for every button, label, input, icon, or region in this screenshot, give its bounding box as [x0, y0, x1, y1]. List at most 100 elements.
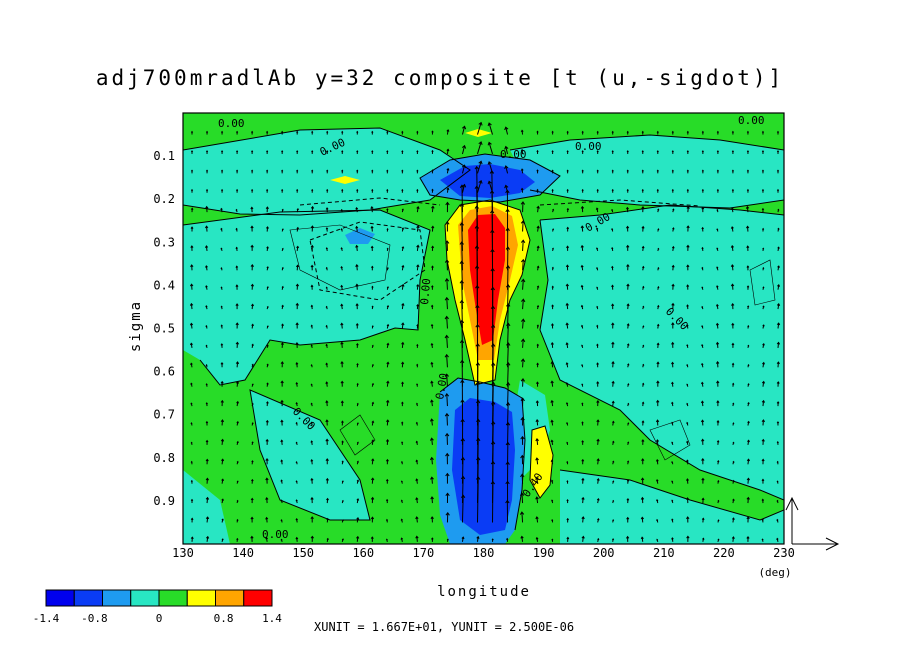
vector-head [612, 519, 615, 522]
vector-head [205, 420, 209, 424]
vector-head [641, 188, 644, 191]
vector-head [251, 323, 254, 327]
vector-head [566, 460, 569, 463]
vector-head [656, 342, 660, 346]
vector-head [341, 538, 344, 541]
vector-head [310, 516, 314, 520]
vector-head [220, 324, 223, 327]
vector-head [520, 454, 525, 459]
vector-head [626, 225, 630, 229]
vector-head [386, 286, 389, 289]
vector-head [551, 247, 554, 250]
vector-shaft [446, 374, 448, 387]
vector-shaft [522, 220, 524, 232]
vector-head [205, 205, 209, 209]
vector-head [535, 476, 539, 480]
vector-head [475, 343, 480, 347]
vector-head [732, 460, 735, 463]
vector-head [581, 496, 585, 500]
vector-head [326, 537, 329, 541]
vector-shaft [716, 342, 719, 348]
vector-head [701, 188, 704, 191]
vector-shaft [401, 342, 404, 348]
vector-head [505, 499, 510, 504]
vector-head [490, 324, 496, 328]
vector-head [506, 361, 511, 366]
vector-shaft [507, 362, 509, 387]
vector-head [521, 258, 526, 263]
vector-head [716, 266, 719, 269]
vector-head [355, 303, 359, 306]
contour-thin-4 [749, 259, 776, 306]
vector-head [686, 324, 689, 327]
vector-head [732, 402, 735, 405]
reference-vector-y-head [785, 496, 799, 511]
vector-head [776, 381, 780, 384]
vector-head [489, 170, 495, 174]
vector-head [190, 130, 194, 133]
vector-head [776, 341, 781, 345]
vector-head [701, 517, 705, 520]
vector-head [566, 421, 569, 424]
vector-head [762, 227, 765, 230]
vector-head [536, 169, 539, 172]
vector-head [700, 438, 705, 442]
vector-head [655, 459, 659, 462]
vector-head [431, 265, 434, 268]
vector-head [204, 225, 209, 229]
vector-head [641, 265, 645, 269]
vector-head [281, 304, 284, 307]
vector-head [310, 383, 313, 386]
vector-head [415, 402, 419, 405]
vector-head [325, 305, 328, 308]
vector-head [595, 207, 599, 210]
vector-head [566, 245, 570, 249]
vector-head [762, 361, 766, 365]
y-tick-label: 0.8 [153, 451, 175, 465]
vector-head [626, 244, 630, 248]
vector-head [205, 285, 208, 288]
vector-head [431, 225, 435, 229]
vector-head [521, 298, 526, 303]
vector-shaft [522, 259, 524, 271]
vector-head [627, 363, 630, 366]
vector-head [506, 322, 511, 327]
vector-head [489, 190, 495, 194]
vector-head [642, 305, 645, 308]
vector-head [565, 382, 569, 385]
vector-head [611, 322, 615, 326]
vector-head [581, 130, 584, 133]
contour-lower-left [249, 389, 371, 521]
vector-head [640, 516, 644, 520]
vector-head [356, 342, 359, 346]
contour-core-positive [444, 199, 531, 386]
yellow-spot-a [330, 176, 360, 184]
vector-head [566, 517, 569, 521]
vector-head [355, 225, 359, 229]
vector-head [220, 207, 223, 211]
vector-head [700, 400, 704, 404]
vector-head [535, 536, 539, 540]
vector-head [701, 246, 704, 250]
vector-head [445, 512, 450, 516]
vector-head [430, 516, 434, 520]
vector-head [657, 228, 660, 231]
vector-head [461, 164, 467, 169]
vector-head [205, 364, 208, 366]
vector-shaft [371, 458, 374, 465]
vector-head [401, 130, 404, 133]
vector-head [250, 535, 254, 539]
vector-head [551, 266, 554, 269]
vector-head [251, 150, 254, 153]
vector-head [385, 498, 389, 502]
vector-head [189, 302, 194, 306]
vector-head [340, 380, 344, 384]
vector-head [475, 380, 481, 385]
vector-head [325, 362, 329, 365]
vector-head [611, 341, 615, 345]
vector-head [386, 305, 390, 308]
vector-shaft [190, 323, 193, 329]
vector-head [326, 169, 329, 172]
vector-head [355, 244, 359, 248]
vector-head [235, 227, 238, 230]
